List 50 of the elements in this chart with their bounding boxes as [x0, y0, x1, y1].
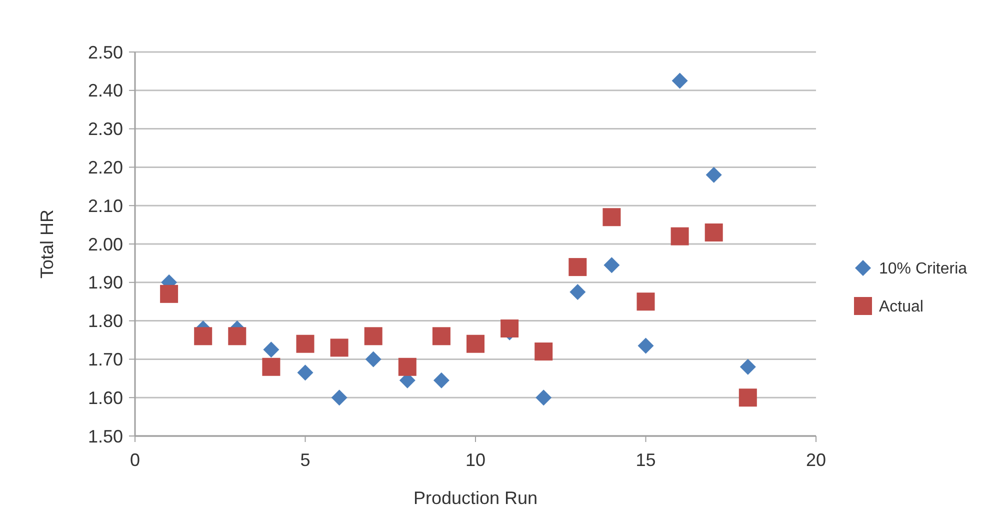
y-axis-title: Total HR: [37, 209, 57, 279]
x-axis-title: Production Run: [413, 488, 538, 508]
point: [670, 227, 689, 246]
y-tick-label: 2.40: [88, 80, 123, 101]
point: [330, 338, 348, 357]
x-tick-label: 15: [636, 450, 656, 470]
point: [297, 364, 314, 381]
point: [740, 358, 756, 375]
point: [706, 166, 722, 183]
point: [364, 327, 382, 346]
legend-label: 10% Criteria: [879, 260, 968, 278]
y-tick-label: 2.10: [88, 196, 123, 216]
y-tick-label: 1.50: [88, 426, 123, 446]
y-tick-label: 2.00: [88, 234, 123, 254]
point: [534, 342, 553, 361]
y-tick-label: 1.80: [88, 311, 123, 332]
point: [296, 334, 314, 353]
y-tick-label: 1.60: [88, 388, 123, 408]
point: [194, 327, 212, 346]
y-tick-label: 2.50: [88, 42, 123, 62]
point: [638, 338, 654, 354]
point: [398, 358, 416, 376]
point: [160, 284, 178, 303]
y-tick-label: 2.30: [88, 119, 123, 140]
point: [570, 284, 586, 300]
y-tick-label: 1.90: [88, 272, 123, 293]
point: [636, 292, 655, 311]
point: [604, 257, 620, 274]
legend-label: Actual: [879, 298, 924, 316]
point: [602, 208, 621, 226]
x-tick-label: 10: [465, 450, 486, 470]
point: [262, 358, 280, 376]
x-tick-label: 5: [300, 450, 310, 470]
y-tick-label: 2.20: [88, 158, 123, 178]
x-tick-label: 0: [130, 450, 140, 470]
point: [738, 388, 757, 407]
point: [432, 327, 450, 346]
point: [568, 258, 587, 276]
point: [536, 390, 552, 406]
point: [331, 390, 348, 406]
point: [500, 319, 519, 338]
point: [672, 72, 688, 89]
point: [433, 372, 450, 388]
x-tick-label: 20: [806, 450, 826, 470]
point: [228, 327, 246, 346]
point: [704, 223, 723, 242]
y-tick-label: 1.70: [88, 350, 123, 370]
point: [263, 342, 280, 358]
point: [365, 351, 382, 368]
point: [466, 334, 484, 353]
